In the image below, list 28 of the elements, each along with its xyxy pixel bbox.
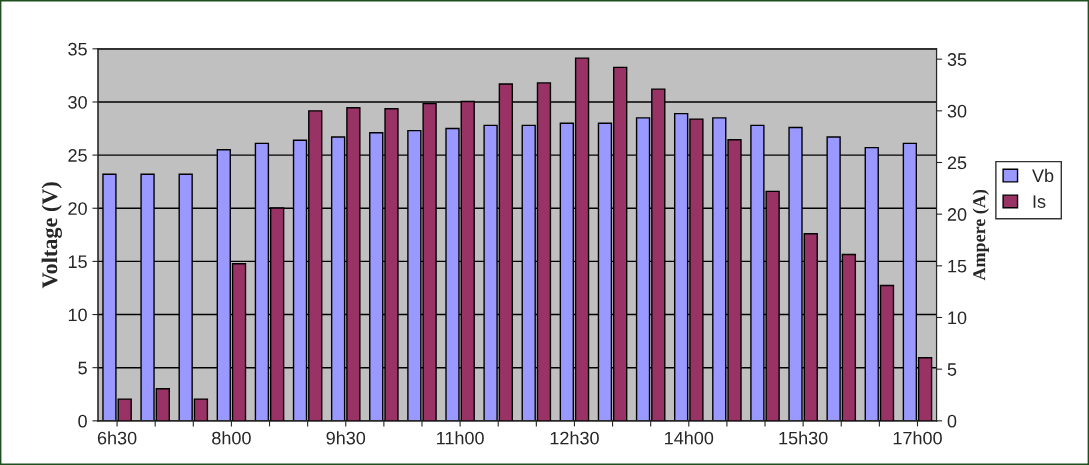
y-axis-title: Voltage (V): [41, 182, 62, 289]
y2-axis-title: Ampere (A): [972, 189, 989, 281]
x-tick-label: 14h00: [665, 431, 714, 445]
y2-tick-label: 25: [947, 156, 967, 170]
y2-tick-label: 30: [947, 104, 967, 118]
x-tick-label: 12h30: [550, 431, 599, 445]
legend-label: Vb: [1032, 168, 1054, 183]
y2-tick-label: 5: [947, 363, 957, 376]
x-tick-label: 17h00: [893, 431, 942, 445]
y2-tick-label: 20: [947, 208, 967, 221]
y-tick-label: 35: [68, 42, 87, 56]
x-tick-label: 15h30: [779, 431, 828, 445]
y-tick-label: 10: [68, 308, 87, 322]
x-tick-label: 6h30: [97, 431, 137, 445]
y-tick-label: 0: [78, 414, 87, 428]
y2-tick-label: 35: [947, 53, 967, 66]
x-tick-label: 11h00: [437, 431, 484, 445]
x-tick-label: 9h30: [326, 431, 366, 445]
y2-tick-label: 15: [948, 259, 967, 273]
legend-label: Is: [1033, 195, 1046, 208]
y2-tick-label: 10: [948, 311, 967, 325]
y-tick-label: 20: [68, 202, 87, 215]
x-tick-label: 8h00: [212, 431, 251, 445]
y-tick-label: 5: [78, 361, 87, 375]
y-tick-label: 25: [68, 149, 87, 162]
y-tick-label: 15: [68, 255, 87, 269]
y2-tick-label: 0: [947, 414, 957, 428]
y-tick-label: 30: [68, 95, 87, 109]
